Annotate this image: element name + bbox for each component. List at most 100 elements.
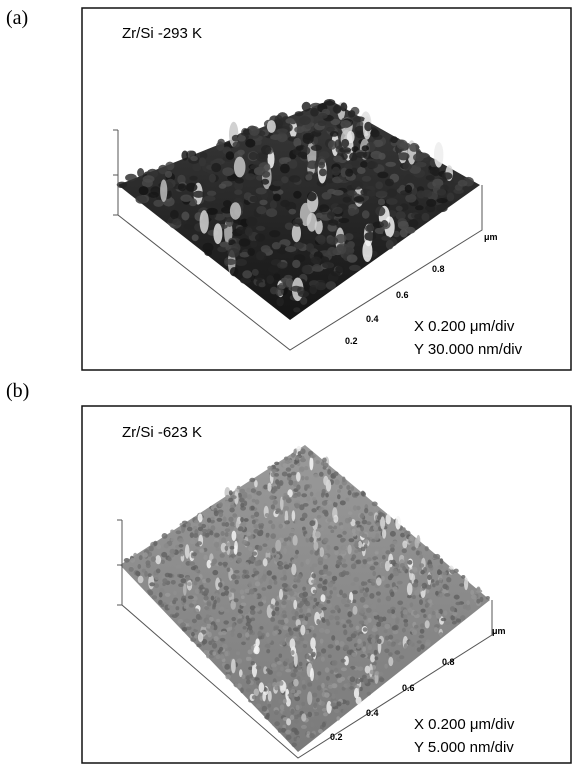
surface-peak [325,667,330,673]
surface-peak [373,525,378,531]
panel-title: Zr/Si -293 K [122,25,202,42]
surface-peak [234,190,242,195]
surface-peak [430,167,440,175]
surface-peak [363,582,367,586]
surface-peak [385,179,394,187]
surface-peak [209,530,213,535]
surface-peak [352,590,358,594]
surface-peak [254,571,260,575]
surface-peak [223,516,227,522]
surface-peak [280,200,290,207]
surface-peak [309,733,315,738]
surface-peak [254,576,258,581]
surface-peak [250,506,254,511]
surface-peak [300,562,304,567]
surface-peak [420,623,425,627]
surface-peak [307,160,319,169]
surface-peak [224,501,229,506]
surface-peak [351,582,356,586]
surface-peak [306,243,314,252]
surface-peak [348,490,352,495]
surface-peak [275,511,279,515]
surface-peak [165,171,172,178]
surface-peak [393,553,398,557]
surface-peak [377,639,382,644]
surface-peak [353,599,357,603]
surface-peak [398,152,410,160]
surface-peak [263,558,268,566]
surface-peak [309,457,313,471]
surface-peak [279,524,283,529]
surface-peak [340,619,345,624]
surface-peak [297,492,301,497]
surface-peak [292,260,300,268]
surface-peak [340,120,351,128]
surface-peak [293,449,297,455]
surface-peak [360,526,364,532]
surface-peak [263,576,267,582]
surface-peak [371,638,376,644]
surface-peak [318,121,327,127]
surface-peak [372,604,377,610]
surface-peak [237,619,242,624]
surface-peak [246,217,257,227]
surface-peak [201,623,207,627]
surface-peak [321,594,326,602]
surface-peak [244,518,249,522]
surface-peak [317,685,322,690]
surface-peak [343,629,347,635]
surface-peak [330,703,336,707]
surface-peak [367,190,377,196]
surface-peak [237,486,241,490]
surface-peak [270,533,276,539]
surface-peak [148,573,152,577]
surface-peak [382,528,386,538]
surface-peak [276,288,284,296]
surface-peak [336,701,341,706]
surface-peak [252,695,257,699]
scale-x: X 0.200 μm/div [414,716,515,733]
surface-peak [279,480,284,486]
surface-peak [291,728,297,733]
surface-peak [342,624,346,628]
surface-peak [417,647,421,652]
surface-peak [352,533,356,537]
surface-peak [302,587,306,591]
scale-y: Y 5.000 nm/div [414,739,514,756]
surface-peak [161,560,165,564]
surface-peak [305,174,312,180]
surface-peak [273,500,278,505]
surface-peak [302,620,308,625]
surface-peak [266,600,270,604]
surface-peak [332,190,343,196]
surface-peak [356,697,362,705]
surface-peak [241,675,245,680]
surface-peak [203,243,214,252]
surface-peak [249,478,255,482]
surface-peak [321,648,326,653]
surface-peak [242,540,247,544]
surface-peak [327,211,335,219]
surface-peak [275,540,281,552]
surface-peak [326,571,332,576]
surface-peak [412,630,417,635]
surface-peak [461,575,465,579]
surface-peak [283,699,287,704]
surface-peak [180,195,192,202]
surface-peak [249,589,255,595]
surface-peak [224,651,228,656]
surface-peak [403,614,407,619]
surface-peak [228,623,232,627]
surface-peak [342,593,347,598]
surface-peak [298,152,307,158]
surface-peak [292,616,297,621]
surface-peak [225,259,236,265]
surface-peak [360,589,364,593]
surface-peak [357,167,366,174]
surface-peak [259,282,266,287]
surface-peak [341,139,349,148]
surface-peak [294,653,298,667]
surface-peak [443,572,447,576]
surface-peak [235,259,247,266]
surface-peak [344,604,350,608]
